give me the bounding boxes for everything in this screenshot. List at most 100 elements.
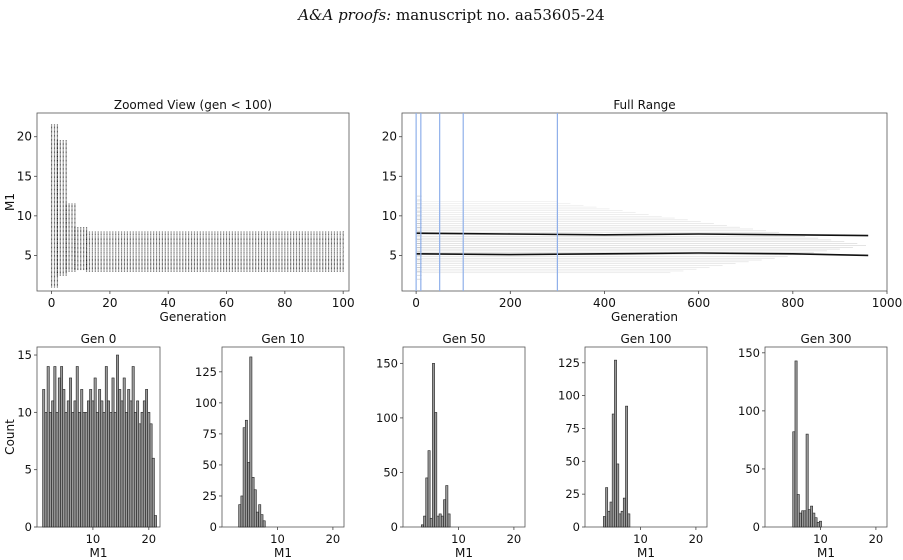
data-point — [173, 257, 175, 259]
data-point — [258, 248, 260, 250]
data-point — [115, 265, 117, 267]
data-point — [74, 225, 76, 227]
data-point — [336, 253, 338, 255]
data-point — [83, 229, 85, 231]
data-point — [56, 161, 59, 163]
data-point — [56, 133, 59, 135]
data-point — [220, 248, 222, 250]
data-point — [167, 233, 169, 235]
data-point — [65, 179, 67, 181]
data-point — [150, 240, 152, 242]
data-point — [336, 268, 338, 269]
data-point — [53, 173, 56, 175]
data-point — [83, 244, 85, 246]
data-point — [173, 266, 175, 268]
data-point — [68, 225, 70, 227]
data-point — [74, 257, 76, 259]
data-point — [322, 245, 324, 247]
data-point — [123, 261, 126, 263]
data-point — [228, 266, 231, 268]
data-point — [56, 187, 59, 189]
data-point — [188, 262, 190, 264]
data-point — [304, 241, 306, 243]
data-point — [188, 244, 190, 246]
data-point — [120, 253, 123, 255]
data-point — [62, 206, 64, 208]
data-point — [50, 227, 53, 229]
hist-bar — [258, 504, 262, 528]
data-point — [56, 222, 59, 223]
data-point — [269, 253, 271, 255]
data-point — [71, 252, 73, 254]
data-point — [243, 244, 245, 246]
data-point — [65, 167, 67, 169]
data-point — [217, 256, 219, 258]
data-point — [223, 240, 225, 242]
data-point — [225, 262, 228, 264]
page-header: A&A proofs: manuscript no. aa53605-24 — [0, 6, 903, 24]
data-point — [50, 214, 53, 215]
data-point — [80, 252, 82, 254]
data-point — [258, 253, 260, 255]
data-point — [272, 264, 274, 266]
data-point — [185, 236, 187, 238]
data-point — [50, 162, 53, 164]
data-point — [83, 250, 85, 252]
data-point — [252, 245, 254, 247]
data-point — [62, 185, 64, 186]
data-point — [106, 266, 108, 268]
data-point — [164, 261, 166, 263]
data-point — [144, 270, 146, 272]
data-point — [255, 261, 257, 263]
data-point — [50, 280, 53, 281]
data-point — [53, 200, 56, 202]
data-point — [255, 243, 257, 244]
data-point — [62, 256, 64, 258]
data-point — [65, 245, 67, 247]
data-point — [190, 252, 193, 254]
data-point — [138, 269, 140, 271]
data-point — [59, 174, 61, 176]
data-point — [88, 244, 91, 246]
data-point — [147, 260, 149, 262]
data-point — [325, 266, 327, 268]
data-point — [260, 245, 263, 247]
data-point — [135, 265, 137, 267]
data-point — [94, 258, 96, 260]
data-point — [71, 268, 73, 269]
data-point — [71, 215, 73, 217]
data-point — [68, 231, 70, 233]
data-point — [339, 265, 341, 267]
data-point — [170, 248, 172, 250]
data-point — [322, 269, 324, 271]
data-point — [103, 236, 105, 238]
data-point — [62, 210, 64, 211]
data-point — [336, 239, 338, 240]
data-point — [59, 218, 61, 219]
data-point — [126, 258, 128, 260]
data-point — [59, 245, 61, 247]
data-point — [65, 198, 67, 200]
data-point — [263, 245, 266, 247]
data-point — [59, 169, 61, 171]
x-tick-label: 600 — [687, 296, 710, 310]
data-point — [144, 244, 146, 246]
data-point — [310, 266, 312, 268]
data-point — [330, 243, 333, 244]
x-tick-label: 400 — [593, 296, 616, 310]
data-point — [59, 165, 61, 167]
data-point — [301, 268, 303, 269]
data-point — [243, 266, 245, 268]
data-point — [138, 241, 140, 243]
data-point — [88, 258, 91, 260]
data-point — [325, 261, 327, 263]
data-point — [333, 256, 336, 258]
data-point — [85, 264, 88, 266]
data-point — [59, 227, 61, 229]
data-point — [228, 269, 231, 271]
data-point — [223, 270, 225, 272]
data-point — [190, 239, 193, 240]
data-point — [164, 245, 166, 247]
data-point — [225, 269, 228, 271]
data-point — [330, 252, 333, 254]
